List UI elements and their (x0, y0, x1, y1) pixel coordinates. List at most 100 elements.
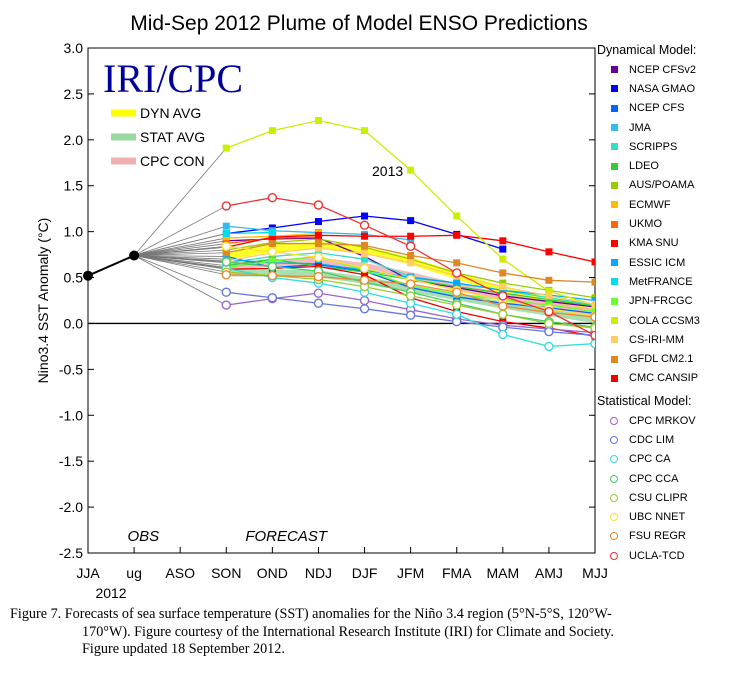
legend-marker-icon (605, 181, 623, 189)
data-point (267, 271, 278, 281)
legend-label: UBC NNET (629, 511, 686, 524)
legend-marker-icon (605, 239, 623, 247)
legend-item: CPC CCA (597, 469, 743, 488)
y-tick-label: -0.5 (59, 361, 83, 377)
data-point (407, 232, 415, 240)
legend-label: NASA GMAO (629, 82, 696, 95)
y-axis-label: Nino3.4 SST Anomaly (°C) (35, 218, 51, 384)
data-point (544, 341, 554, 352)
legend-item: CSU CLIPR (597, 488, 743, 507)
data-point (499, 283, 507, 291)
data-point (314, 117, 322, 125)
legend-label: UCLA-TCD (629, 549, 685, 562)
data-point (267, 261, 278, 272)
legend-item: ESSIC ICM (597, 253, 743, 272)
data-point (313, 252, 324, 263)
legend-label: LDEO (629, 160, 659, 173)
x-tick-label: AMJ (535, 565, 563, 581)
legend-marker-icon (605, 336, 623, 344)
legend-marker-icon (605, 220, 623, 228)
y-tick-label: 2.0 (64, 132, 84, 148)
x-tick-label: NDJ (305, 565, 332, 581)
data-point (268, 240, 276, 248)
data-point (313, 288, 324, 298)
y-tick-label: -2.0 (59, 499, 83, 515)
data-point (499, 286, 507, 294)
fan-line (134, 243, 227, 256)
data-point (407, 259, 415, 267)
legend-label: JPN-FRCGC (629, 295, 693, 308)
data-point (453, 259, 461, 267)
y-tick-label: 3.0 (64, 40, 84, 56)
fan-line (134, 245, 227, 256)
y-tick-label: 0.0 (64, 315, 84, 331)
legend-marker-icon (605, 85, 623, 93)
x-tick-label: SON (211, 565, 241, 581)
legend-marker-icon (605, 435, 623, 444)
x-tick-label: OND (257, 565, 288, 581)
x-tick-label: DJF (352, 565, 378, 581)
data-point (590, 312, 595, 322)
legend-label: COLA CCSM3 (629, 314, 700, 327)
data-point (313, 298, 324, 308)
legend-dynamical-list: NCEP CFSv2 NASA GMAO NCEP CFS JMA SCRIPPS LDE… (597, 60, 743, 388)
legend-statistical-title: Statistical Model: (597, 394, 692, 409)
data-point (591, 297, 595, 304)
legend-item: CPC MRKOV (597, 411, 743, 430)
data-point (452, 287, 462, 297)
legend-marker-icon (605, 297, 623, 305)
legend-marker-icon (605, 493, 623, 502)
x-tick-label: ug (126, 565, 142, 581)
legend-item: CDC LIM (597, 430, 743, 449)
legend-label: ECMWF (629, 198, 671, 211)
data-point (268, 233, 276, 241)
data-point (359, 220, 370, 230)
y-tick-label: -2.5 (59, 545, 83, 561)
legend-label: SCRIPPS (629, 140, 678, 153)
legend-label: ESSIC ICM (629, 256, 686, 269)
legend-marker-icon (605, 551, 623, 560)
legend-item: AUS/POAMA (597, 176, 743, 195)
fan-line (134, 240, 227, 256)
data-point (314, 240, 322, 248)
legend-marker-icon (605, 201, 623, 209)
data-point (361, 255, 369, 263)
fan-line (134, 255, 227, 263)
legend-marker-icon (605, 278, 623, 286)
legend-label: CPC CCA (629, 472, 679, 485)
legend-label: CS-IRI-MM (629, 333, 684, 346)
data-point (268, 257, 276, 265)
legend-marker-icon (605, 416, 623, 425)
legend-label: CDC LIM (629, 433, 675, 446)
legend-label: NCEP CFS (629, 102, 685, 115)
data-point (590, 323, 595, 333)
data-point (361, 232, 369, 240)
legend-label: AUS/POAMA (629, 179, 695, 192)
legend: Dynamical Model: NCEP CFSv2 NASA GMAO NCEP… (597, 43, 743, 565)
data-point (405, 241, 416, 252)
x-tick-label: JJA (76, 565, 100, 581)
legend-item: CS-IRI-MM (597, 330, 743, 349)
y-tick-label: 2.5 (64, 86, 84, 102)
data-point (499, 279, 507, 287)
legend-item: CMC CANSIP (597, 369, 743, 388)
data-point (222, 249, 230, 257)
data-point (453, 279, 461, 287)
fan-line (134, 252, 227, 256)
legend-marker-icon (605, 474, 623, 483)
enso-plume-chart: Mid-Sep 2012 Plume of Model ENSO Predict… (35, 12, 608, 600)
legend-item: JMA (597, 118, 743, 137)
data-point (407, 166, 415, 174)
data-point (314, 231, 322, 239)
legend-marker-icon (605, 355, 623, 363)
legend-item: UCLA-TCD (597, 546, 743, 565)
fan-line (134, 255, 227, 257)
legend-label: FSU REGR (629, 530, 686, 543)
data-point (498, 309, 508, 319)
x-tick-label: MAM (486, 565, 519, 581)
data-point (267, 293, 278, 303)
average-legend-label: STAT AVG (140, 129, 205, 145)
data-point (545, 287, 553, 295)
data-point (452, 300, 462, 310)
data-point (222, 222, 230, 230)
